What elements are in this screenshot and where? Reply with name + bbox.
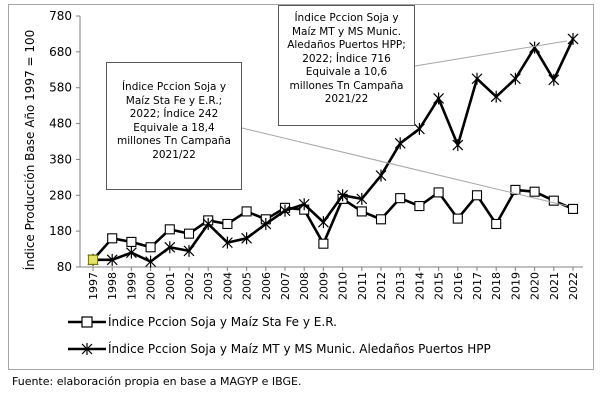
data-point-star [221, 236, 233, 249]
data-point-star [317, 216, 329, 229]
leader-line-santa-fe [241, 127, 568, 207]
x-tick-label: 2020 [529, 272, 542, 300]
x-tick-label: 2002 [183, 272, 196, 300]
data-point-square [567, 203, 579, 214]
y-tick-label: 380 [49, 152, 72, 166]
data-point-star [394, 137, 406, 150]
x-tick-label: 2021 [548, 272, 561, 300]
x-tick-label: 2013 [394, 272, 407, 300]
data-point-square [145, 242, 156, 253]
x-tick-label: 2016 [452, 272, 465, 300]
data-point-square [471, 190, 483, 201]
data-point-square [164, 224, 175, 235]
x-tick-label: 2012 [375, 272, 388, 300]
series-layer [87, 32, 579, 268]
x-tick-label: 2019 [509, 272, 522, 300]
x-tick-label: 2017 [471, 272, 484, 300]
y-tick-label: 580 [49, 81, 72, 95]
data-point-star [279, 204, 291, 217]
legend-item-santa-fe: Índice Pccion Soja y Maíz Sta Fe y E.R. [68, 315, 337, 329]
legend-label: Índice Pccion Soja y Maíz Sta Fe y E.R. [108, 315, 337, 329]
y-tick-label: 180 [49, 224, 72, 238]
square-marker-icon [68, 316, 106, 328]
data-point-square [222, 218, 233, 230]
x-tick-label: 1997 [87, 272, 100, 300]
x-tick-label: 2008 [298, 272, 311, 300]
x-tick-label: 1998 [106, 272, 119, 300]
callout-mato-grosso: Índice Pccion Soja y Maíz MT y MS Munic.… [278, 5, 415, 126]
data-point-square [107, 233, 118, 244]
data-point-square [452, 213, 463, 224]
y-tick-label: 480 [49, 117, 72, 131]
data-point-star [375, 169, 387, 182]
data-point-star [490, 90, 502, 103]
callout-leader-lines [241, 40, 568, 207]
data-point-star [567, 32, 579, 45]
data-point-star [413, 122, 425, 135]
data-point-square [548, 195, 559, 206]
x-tick-label: 2004 [221, 272, 234, 300]
x-tick-label: 2018 [490, 272, 503, 300]
x-tick-label: 2003 [202, 272, 215, 300]
data-point-square [318, 238, 329, 249]
x-tick-label: 2001 [164, 272, 177, 300]
source-note: Fuente: elaboración propia en base a MAG… [12, 375, 302, 388]
data-point-square [241, 206, 252, 217]
legend-item-mato-grosso: Índice Pccion Soja y Maíz MT y MS Munic.… [68, 342, 491, 356]
legend-label: Índice Pccion Soja y Maíz MT y MS Munic.… [108, 342, 491, 356]
y-tick-label: 780 [49, 9, 72, 23]
data-point-square [529, 186, 540, 197]
data-point-star [433, 92, 445, 105]
y-tick-label: 280 [49, 188, 72, 202]
callout-santa-fe: Índice Pccion Soja y Maíz Sta Fe y E.R.;… [106, 62, 242, 190]
data-point-star [529, 41, 541, 54]
data-point-star [509, 72, 521, 85]
x-tick-label: 2015 [433, 272, 446, 300]
data-point-star [145, 255, 157, 268]
x-tick-label: 1999 [125, 272, 138, 300]
data-point-square [126, 236, 137, 247]
data-point-square [414, 200, 425, 212]
star-marker-icon [68, 343, 106, 355]
data-point-square [433, 187, 444, 198]
leader-line-mato-grosso [414, 40, 568, 67]
x-tick-label: 2006 [260, 272, 273, 300]
x-tick-label: 2014 [413, 272, 426, 300]
x-tick-label: 2000 [145, 272, 158, 300]
data-point-square [510, 184, 521, 195]
data-point-star [106, 253, 118, 266]
data-point-star [183, 244, 195, 257]
data-point-star [356, 192, 368, 205]
x-tick-label: 2010 [337, 272, 350, 300]
x-tick-label: 2007 [279, 272, 292, 300]
y-tick-label: 680 [49, 45, 72, 59]
data-point-star [260, 217, 272, 230]
data-point-star [202, 217, 214, 230]
data-point-star [452, 139, 464, 152]
x-tick-label: 2022 [567, 272, 580, 300]
x-tick-label: 2011 [356, 272, 369, 300]
data-point-star [125, 246, 137, 259]
x-tick-label: 2009 [317, 272, 330, 300]
data-point-square [491, 218, 502, 230]
x-tick-label: 2005 [241, 272, 254, 300]
data-point-star [298, 198, 310, 211]
axes: 80 180 280 380 480 580 680 780 1997 1998 1999 2000 2… [49, 9, 583, 300]
y-axis-label: Índice Producción Base Año 1997 = 100 [22, 30, 37, 271]
data-point-square [395, 193, 406, 204]
data-point-star [337, 189, 349, 202]
data-point-star [164, 241, 176, 254]
data-point-square [356, 206, 367, 217]
data-point-star [471, 72, 483, 85]
data-point-square [375, 214, 387, 225]
data-point-highlight [88, 254, 98, 265]
data-point-square [183, 228, 195, 239]
data-point-star [241, 232, 253, 245]
data-point-star [548, 73, 560, 86]
y-tick-label: 80 [57, 260, 72, 274]
